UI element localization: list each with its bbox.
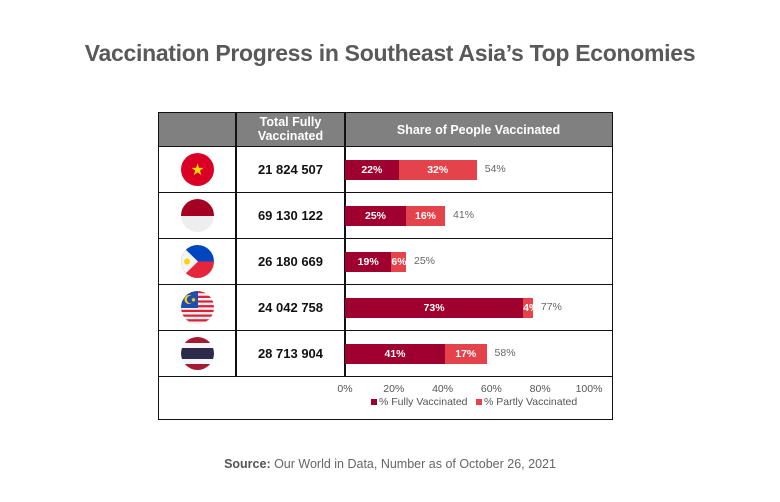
total-fully-vaccinated: 24 042 758 — [257, 300, 324, 315]
source-label: Source: — [224, 457, 271, 471]
legend-partly: % Partly Vaccinated — [476, 396, 577, 408]
divider — [235, 113, 237, 376]
bar-partly-vaccinated: 32% — [398, 160, 477, 180]
chart-title: Vaccination Progress in Southeast Asia’s… — [84, 40, 696, 66]
legend-label: % Fully Vaccinated — [379, 396, 468, 408]
bar-fully-vaccinated: 25% — [345, 206, 406, 226]
total-share-label: 54% — [484, 163, 506, 175]
total-fully-vaccinated: 26 180 669 — [257, 254, 324, 269]
indonesia-flag-icon — [181, 199, 214, 232]
bar-fully-vaccinated: 22% — [345, 160, 399, 180]
source-text: Our World in Data, Number as of October … — [270, 457, 556, 471]
total-fully-vaccinated: 28 713 904 — [257, 346, 324, 361]
legend-swatch — [371, 399, 377, 405]
table-header: Total Fully Vaccinated Share of People V… — [159, 113, 612, 147]
legend-label: % Partly Vaccinated — [484, 396, 578, 408]
x-tick-label: 60% — [480, 383, 502, 395]
total-fully-vaccinated: 69 130 122 — [257, 208, 324, 223]
total-share-label: 77% — [540, 301, 562, 313]
bar-partly-vaccinated: 6% — [391, 252, 406, 272]
x-tick-label: 20% — [383, 383, 405, 395]
svg-text:✸: ✸ — [191, 297, 196, 304]
total-share-label: 41% — [453, 209, 475, 221]
chart-table: Total Fully Vaccinated Share of People V… — [158, 112, 613, 420]
bar-partly-vaccinated: 17% — [445, 344, 487, 364]
bar-fully-vaccinated: 73% — [345, 298, 524, 318]
table-row: ★ 21 824 507 22% 32% 54% — [159, 147, 612, 193]
divider — [344, 113, 346, 376]
header-total-fully-vaccinated: Total Fully Vaccinated — [257, 115, 324, 143]
table-row: ✸ 24 042 758 73% 4% 77% — [159, 285, 612, 331]
header-share-vaccinated: Share of People Vaccinated — [396, 123, 561, 137]
bar-partly-vaccinated: 4% — [523, 298, 533, 318]
bar-fully-vaccinated: 41% — [345, 344, 446, 364]
vietnam-flag-icon: ★ — [181, 153, 214, 186]
x-tick-label: 40% — [432, 383, 454, 395]
source-note: Source: Our World in Data, Number as of … — [0, 457, 780, 471]
legend-fully: % Fully Vaccinated — [371, 396, 468, 408]
x-tick-label: 80% — [529, 383, 551, 395]
philippines-flag-icon — [181, 245, 214, 278]
malaysia-flag-icon: ✸ — [181, 291, 214, 324]
table-row: 26 180 669 19% 6% 25% — [159, 239, 612, 285]
total-share-label: 25% — [414, 255, 436, 267]
total-fully-vaccinated: 21 824 507 — [257, 162, 324, 177]
table-row: 28 713 904 41% 17% 58% — [159, 331, 612, 377]
total-share-label: 58% — [494, 347, 516, 359]
table-row: 69 130 122 25% 16% 41% — [159, 193, 612, 239]
x-tick-label: 100% — [575, 383, 603, 395]
bar-partly-vaccinated: 16% — [406, 206, 446, 226]
legend-swatch — [476, 399, 482, 405]
x-tick-label: 0% — [337, 383, 353, 395]
thailand-flag-icon — [181, 337, 214, 370]
bar-fully-vaccinated: 19% — [345, 252, 392, 272]
